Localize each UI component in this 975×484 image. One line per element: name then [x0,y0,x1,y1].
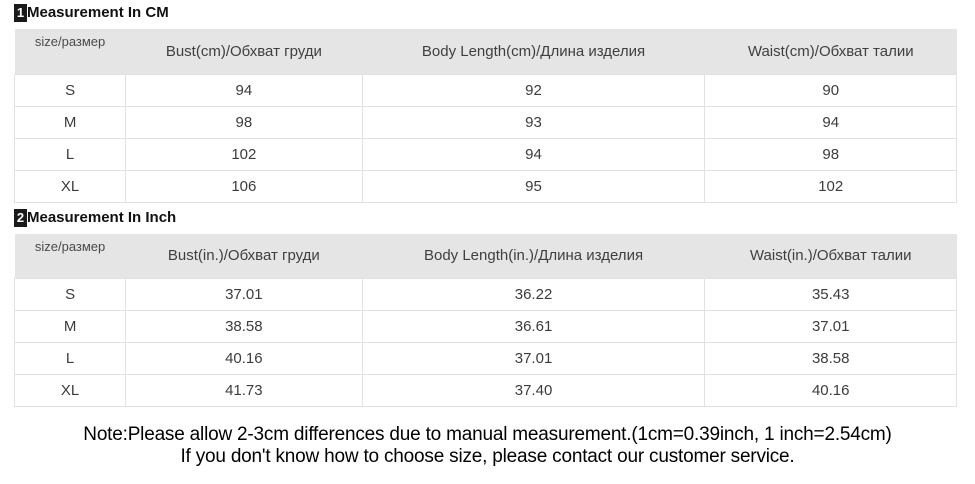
column-header-body-length: Body Length(in.)/Длина изделия [362,233,705,279]
waist-cell: 38.58 [704,342,957,375]
size-cell: XL [13,374,127,407]
body-length-cell: 92 [361,73,706,107]
bust-cell: 94 [125,73,363,107]
size-table-inch: size/размер Bust(in.)/Обхват груди Body … [13,233,957,407]
table-row: S 37.01 36.22 35.43 [13,278,957,311]
waist-cell: 102 [704,169,957,203]
table-row: L 102 94 98 [13,137,957,171]
section-heading-inch: 2 Measurement In Inch [14,208,961,227]
note-line-2: If you don't know how to choose size, pl… [180,446,795,467]
bust-cell: 38.58 [125,310,363,343]
bust-cell: 37.01 [125,278,363,311]
table-row: XL 41.73 37.40 40.16 [13,374,957,407]
body-length-cell: 37.01 [361,342,706,375]
table-header-row: size/размер Bust(in.)/Обхват груди Body … [14,233,957,279]
size-cell: L [13,137,127,171]
table-header-row: size/размер Bust(cm)/Обхват груди Body L… [14,29,957,74]
bust-cell: 106 [125,169,363,203]
bust-cell: 41.73 [125,374,363,407]
table-row: M 98 93 94 [13,105,957,139]
column-header-bust: Bust(cm)/Обхват груди [125,29,363,74]
note-line-1: Note:Please allow 2-3cm differences due … [83,424,892,445]
table-row: L 40.16 37.01 38.58 [13,342,957,375]
size-cell: M [13,105,127,139]
waist-cell: 94 [704,105,957,139]
body-length-cell: 37.40 [361,374,706,407]
column-header-waist: Waist(cm)/Обхват талии [704,29,957,74]
waist-cell: 98 [704,137,957,171]
table-row: XL 106 95 102 [13,169,957,203]
size-cell: S [13,278,127,311]
waist-cell: 37.01 [704,310,957,343]
body-length-cell: 94 [361,137,706,171]
waist-cell: 90 [704,73,957,107]
waist-cell: 40.16 [704,374,957,407]
size-cell: M [13,310,127,343]
section-heading-cm: 1 Measurement In CM [14,4,961,22]
size-table-cm: size/размер Bust(cm)/Обхват груди Body L… [13,29,957,203]
size-cell: S [13,73,127,107]
waist-cell: 35.43 [704,278,957,311]
bust-cell: 40.16 [125,342,363,375]
section-number-badge: 1 [14,4,27,22]
body-length-cell: 95 [361,169,706,203]
column-header-size: size/размер [14,233,126,279]
body-length-cell: 36.22 [361,278,706,311]
bust-cell: 98 [125,105,363,139]
column-header-bust: Bust(in.)/Обхват груди [125,233,363,279]
bust-cell: 102 [125,137,363,171]
measurement-note: Note:Please allow 2-3cm differences due … [0,424,975,468]
section-title: Measurement In Inch [27,208,177,226]
column-header-body-length: Body Length(cm)/Длина изделия [362,29,705,74]
section-number-badge: 2 [14,208,27,227]
section-title: Measurement In CM [27,4,169,21]
column-header-waist: Waist(in.)/Обхват талии [704,233,957,279]
size-cell: XL [13,169,127,203]
table-row: S 94 92 90 [13,73,957,107]
size-cell: L [13,342,127,375]
table-row: M 38.58 36.61 37.01 [13,310,957,343]
body-length-cell: 36.61 [361,310,706,343]
body-length-cell: 93 [361,105,706,139]
column-header-size: size/размер [14,29,126,74]
